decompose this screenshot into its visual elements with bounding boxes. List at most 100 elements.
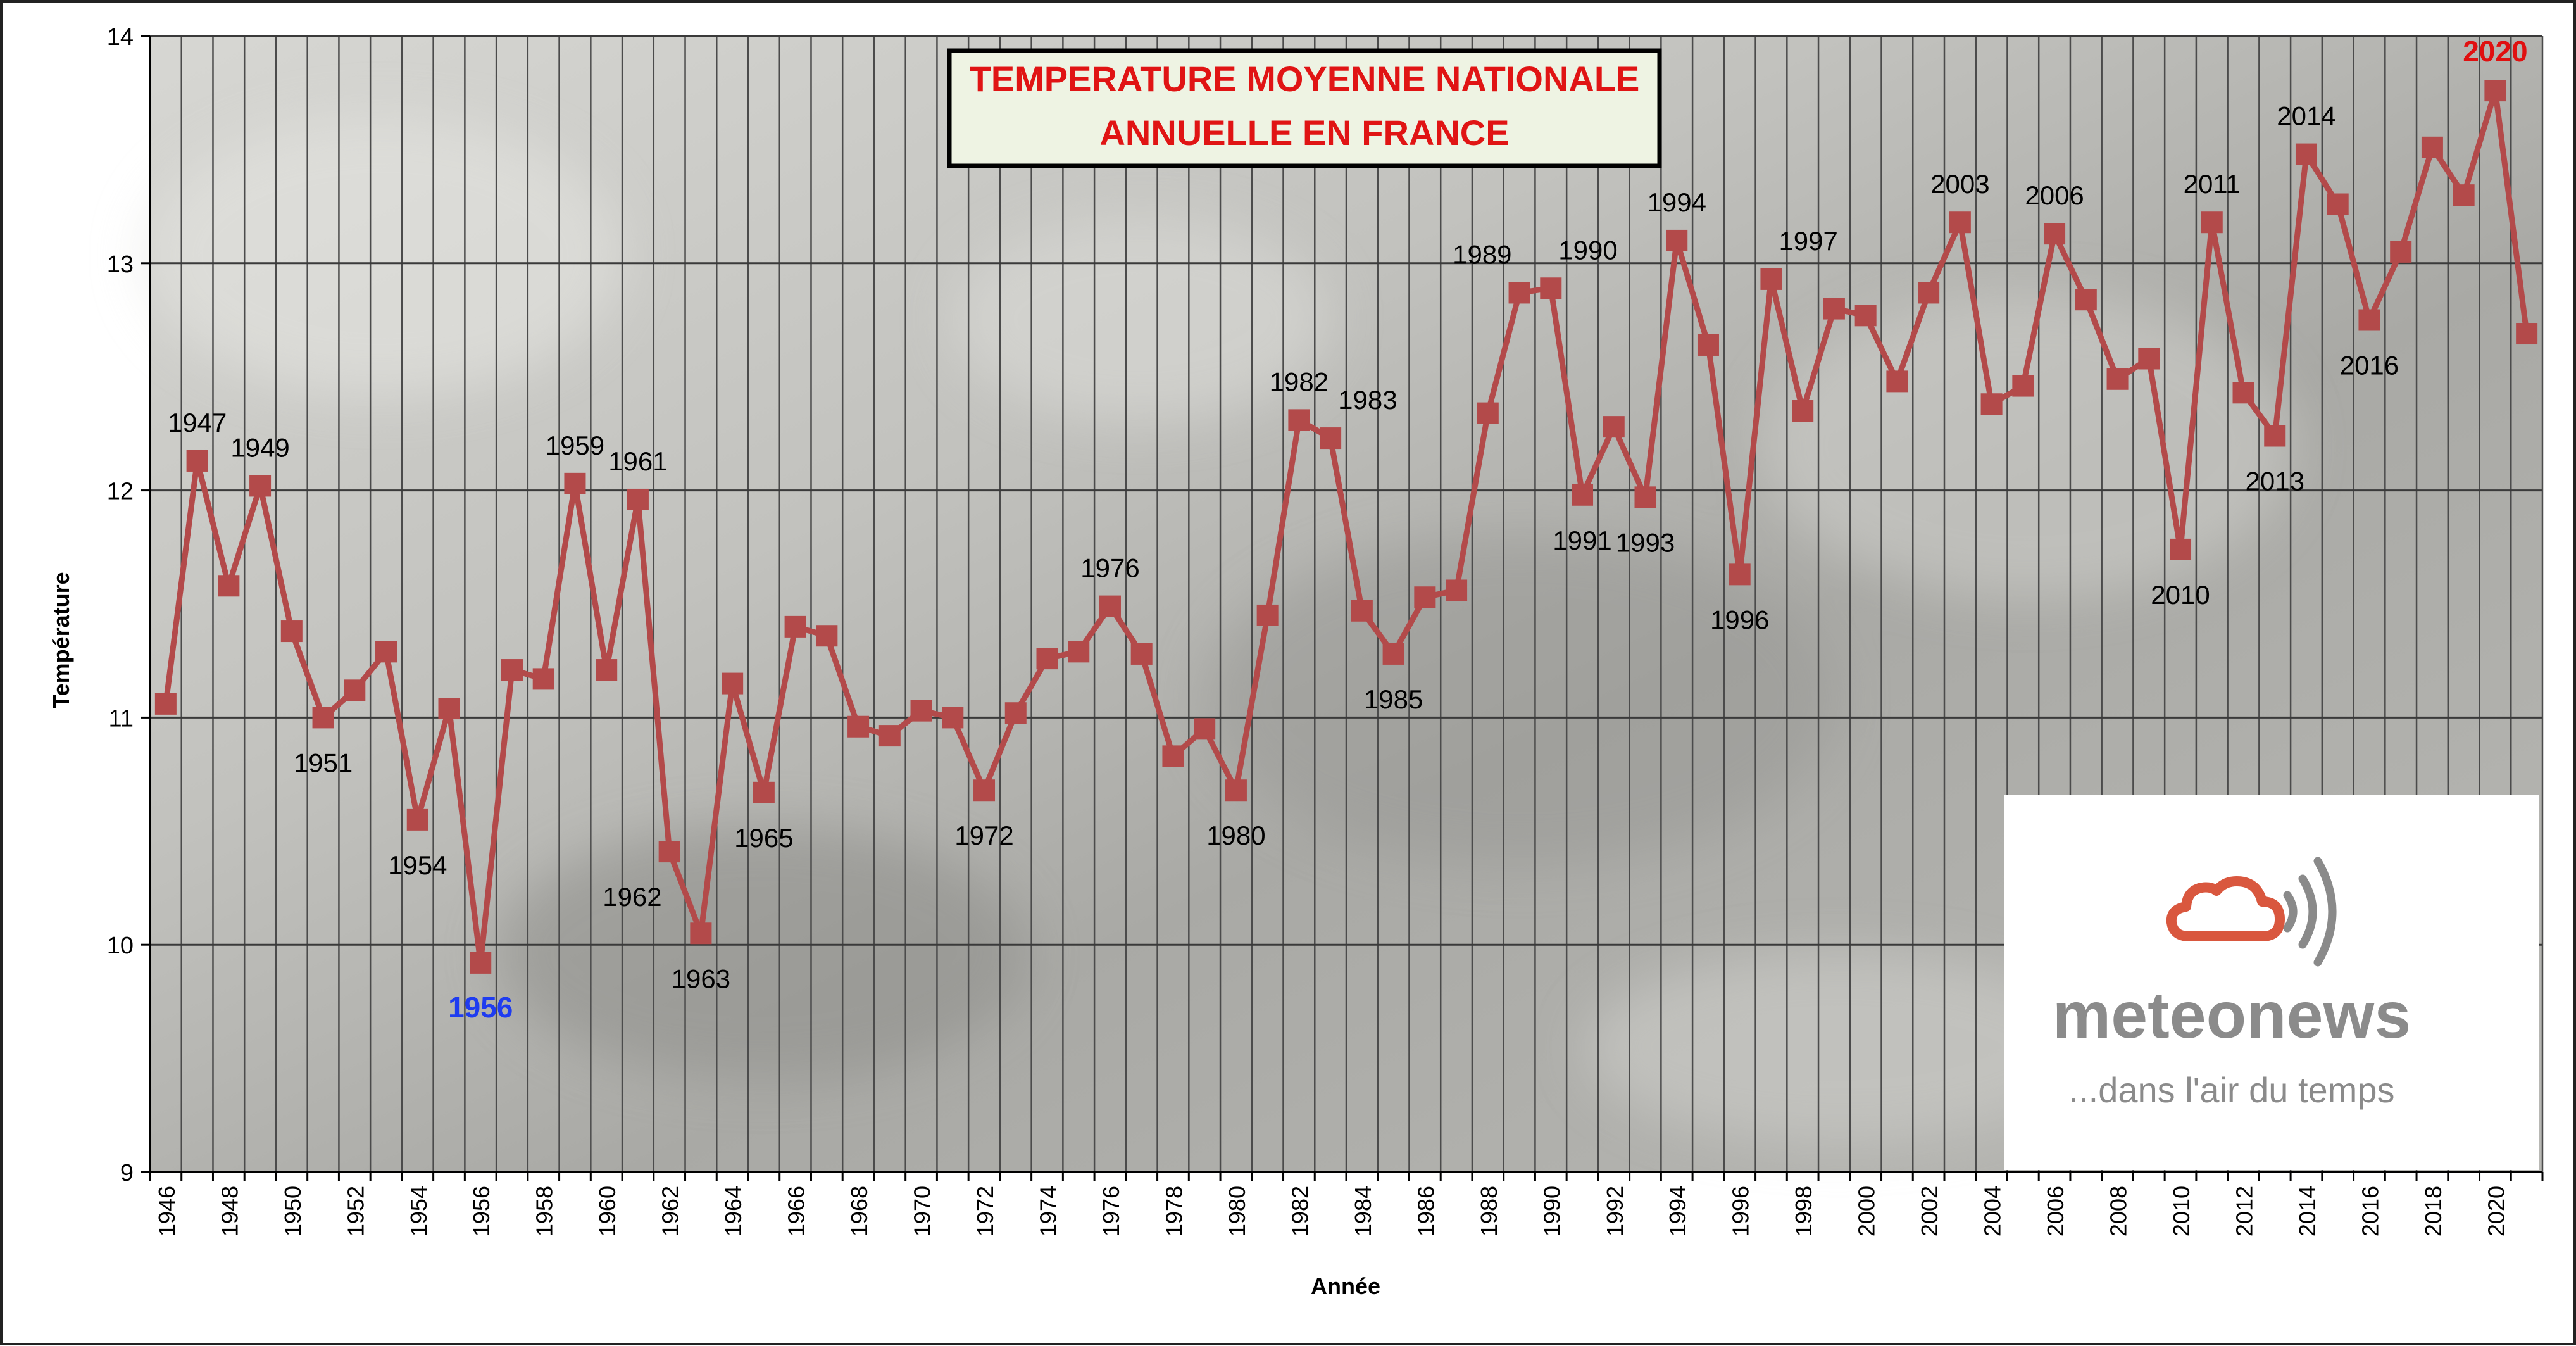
- x-tick-label: 1950: [280, 1186, 306, 1236]
- y-tick-label: 12: [107, 479, 134, 505]
- x-tick-label: 1986: [1413, 1186, 1439, 1236]
- x-tick-label: 1988: [1476, 1186, 1502, 1236]
- data-point: [532, 668, 554, 690]
- data-point: [312, 707, 334, 729]
- data-point: [344, 679, 366, 701]
- x-tick-label: 2006: [2042, 1186, 2068, 1236]
- x-axis-tick-labels: 1946 1948 1950 1952 1954 1956 1958 1960 1962 1964…: [154, 1186, 2510, 1236]
- data-point: [2484, 80, 2506, 102]
- annotation-label-2013: 2013: [2246, 466, 2304, 496]
- x-tick-label: 2004: [1980, 1186, 2006, 1236]
- data-point: [1477, 402, 1499, 424]
- data-point: [1508, 282, 1530, 304]
- data-point: [816, 625, 838, 647]
- x-tick-label: 2000: [1854, 1186, 1880, 1236]
- x-tick-label: 1976: [1098, 1186, 1124, 1236]
- x-tick-label: 1956: [468, 1186, 494, 1236]
- data-point: [596, 659, 618, 681]
- data-point: [2516, 323, 2538, 345]
- data-point: [1729, 563, 1751, 586]
- data-point: [280, 620, 303, 643]
- data-point: [1256, 604, 1279, 626]
- x-tick-label: 1982: [1287, 1186, 1313, 1236]
- annotation-label-1947: 1947: [168, 408, 227, 437]
- x-tick-label: 1966: [784, 1186, 810, 1236]
- meteonews-logo: meteonews ...dans l'air du temps: [2004, 795, 2539, 1170]
- data-point: [1666, 229, 1688, 251]
- y-axis-tick-labels: 9 10 11 12 13 14: [107, 24, 134, 1186]
- annotation-label-1982: 1982: [1270, 367, 1329, 396]
- x-tick-label: 1992: [1602, 1186, 1628, 1236]
- data-point: [1068, 641, 1090, 663]
- annotation-label-2011: 2011: [2184, 169, 2241, 199]
- y-tick-label: 14: [107, 24, 134, 51]
- data-point: [501, 659, 523, 681]
- temperature-series: [154, 80, 2538, 974]
- data-point: [878, 725, 901, 747]
- data-point: [627, 488, 649, 510]
- data-point: [154, 693, 177, 715]
- annotation-label-1972: 1972: [954, 821, 1013, 850]
- data-point: [2295, 143, 2317, 165]
- y-tick-label: 11: [109, 705, 134, 732]
- data-point: [973, 779, 996, 802]
- data-point: [1572, 484, 1594, 506]
- x-tick-label: 1980: [1224, 1186, 1250, 1236]
- annotation-label-2003: 2003: [1930, 169, 1989, 199]
- x-tick-label: 1970: [910, 1186, 935, 1236]
- data-point: [186, 450, 208, 472]
- x-tick-label: 1978: [1161, 1186, 1187, 1236]
- background-texture: [142, 116, 2294, 1142]
- data-point: [2358, 309, 2380, 331]
- data-point: [1288, 409, 1310, 431]
- data-point: [2044, 223, 2066, 245]
- data-point: [406, 808, 428, 831]
- data-point: [1446, 579, 1468, 601]
- y-tick-label: 13: [107, 251, 134, 278]
- data-point: [1792, 400, 1814, 422]
- annotation-label-1980: 1980: [1206, 821, 1265, 850]
- x-tick-label: 1958: [532, 1186, 558, 1236]
- x-tick-label: 1974: [1035, 1186, 1061, 1236]
- x-tick-label: 1964: [720, 1186, 746, 1236]
- data-point: [2421, 136, 2443, 158]
- y-tick-label: 9: [120, 1160, 134, 1186]
- y-tick-label: 10: [107, 933, 134, 959]
- x-tick-label: 1998: [1791, 1186, 1816, 1236]
- data-point: [1130, 643, 1153, 665]
- data-point: [2075, 289, 2097, 311]
- data-point: [2453, 184, 2475, 206]
- annotation-label-1996: 1996: [1710, 605, 1769, 634]
- chart-title-line-1: TEMPERATURE MOYENNE NATIONALE: [970, 59, 1640, 99]
- data-point: [1918, 282, 1940, 304]
- data-point: [1540, 277, 1562, 299]
- data-point: [784, 615, 806, 638]
- data-point: [1036, 648, 1058, 670]
- data-point: [753, 781, 775, 803]
- data-point: [2232, 382, 2254, 404]
- data-point: [2170, 538, 2192, 560]
- annotation-label-1983: 1983: [1338, 385, 1397, 415]
- data-point: [658, 841, 680, 863]
- annotation-label-2014: 2014: [2277, 101, 2335, 131]
- x-tick-label: 2020: [2483, 1186, 2509, 1236]
- annotation-label-2016: 2016: [2340, 351, 2399, 381]
- data-point: [1099, 595, 1121, 617]
- x-tick-label: 1952: [342, 1186, 368, 1236]
- data-point: [470, 952, 492, 974]
- x-tick-label: 1972: [972, 1186, 998, 1236]
- annotation-label-1991: 1991: [1553, 525, 1611, 555]
- data-point: [1382, 643, 1404, 665]
- x-axis-label: Année: [1311, 1273, 1380, 1299]
- annotation-label-1951: 1951: [294, 748, 353, 777]
- data-point: [2201, 211, 2223, 234]
- data-point: [847, 715, 870, 738]
- data-point: [1854, 305, 1877, 327]
- data-point: [2390, 241, 2412, 263]
- annotation-label-1949: 1949: [230, 432, 289, 462]
- data-point: [1949, 211, 1971, 234]
- data-point: [690, 922, 712, 945]
- data-point: [1194, 718, 1216, 740]
- x-tick-label: 1996: [1728, 1186, 1754, 1236]
- data-point: [2327, 193, 2349, 215]
